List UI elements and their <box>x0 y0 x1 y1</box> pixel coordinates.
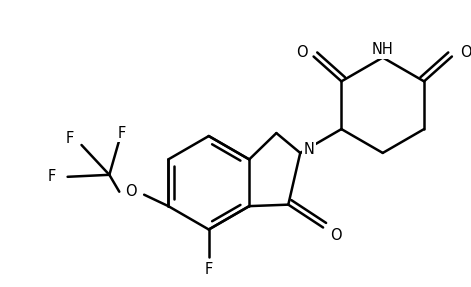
Text: F: F <box>204 262 213 277</box>
Text: F: F <box>65 131 74 146</box>
Text: F: F <box>117 125 125 141</box>
Text: N: N <box>304 142 315 158</box>
Text: O: O <box>330 228 342 243</box>
Text: F: F <box>48 169 56 184</box>
Text: O: O <box>125 184 137 199</box>
Text: NH: NH <box>372 42 394 57</box>
Text: O: O <box>296 45 308 60</box>
Text: O: O <box>460 45 471 60</box>
